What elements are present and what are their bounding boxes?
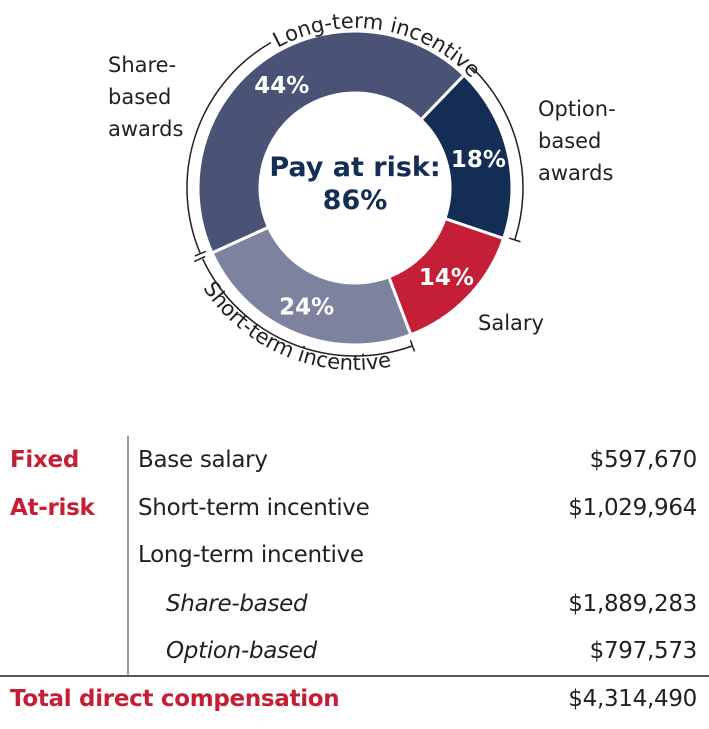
row-item: Short-term incentive — [138, 495, 370, 521]
row-item: Option-based — [166, 638, 317, 664]
column-divider — [127, 436, 129, 676]
row-item: Long-term incentive — [138, 542, 364, 568]
center-label: 86% — [323, 185, 388, 216]
slice-value-label: 18% — [451, 147, 506, 173]
bracket-tick — [508, 237, 521, 243]
row-amount: $797,573 — [589, 638, 698, 664]
slice-category-label: Option- — [538, 97, 616, 121]
bracket-long-term — [471, 66, 524, 241]
bracket-tick — [194, 250, 207, 257]
bracket-tick — [409, 339, 416, 352]
center-label: Pay at risk: — [269, 152, 440, 183]
slice-category-label: awards — [538, 161, 613, 185]
donut-slice — [196, 29, 467, 255]
group-label-fixed: Fixed — [10, 447, 79, 473]
total-divider — [0, 675, 709, 677]
bracket-tick — [193, 255, 206, 263]
donut-slice — [210, 225, 413, 347]
total-amount: $4,314,490 — [568, 686, 697, 712]
row-item: Share-based — [166, 591, 308, 617]
row-amount: $1,889,283 — [568, 591, 697, 617]
row-amount: $597,670 — [589, 447, 698, 473]
bracket-long-term — [186, 41, 272, 254]
slice-category-label: based — [108, 85, 171, 109]
slice-value-label: 24% — [279, 294, 334, 320]
row-item: Base salary — [138, 447, 268, 473]
slice-value-label: 14% — [419, 265, 474, 291]
bracket-short-term — [202, 258, 413, 357]
slice-category-label: Share- — [108, 53, 176, 77]
group-label-at-risk: At-risk — [10, 495, 95, 521]
slice-category-label: awards — [108, 117, 183, 141]
slice-value-label: 44% — [254, 73, 309, 99]
total-label: Total direct compensation — [10, 686, 340, 712]
slice-category-label: based — [538, 129, 601, 153]
slice-category-label: Salary — [478, 311, 544, 335]
donut-chart: 18% 14% 24% 44% Pay at risk:86% Option-based a… — [108, 9, 616, 375]
row-amount: $1,029,964 — [568, 495, 697, 521]
